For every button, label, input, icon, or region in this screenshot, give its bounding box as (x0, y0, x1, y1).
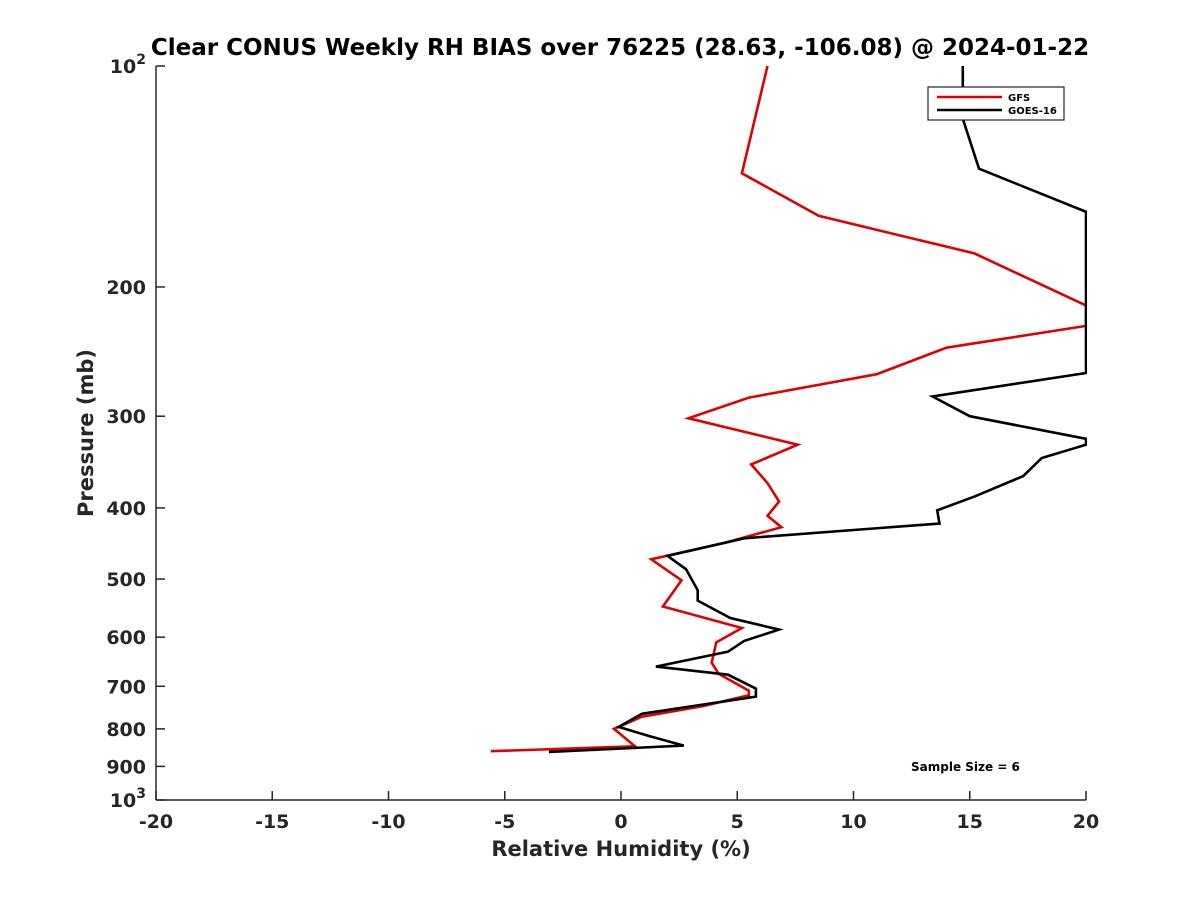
y-tick-label: 900 (106, 756, 146, 778)
legend-label-gfs: GFS (1008, 93, 1030, 104)
y-tick-label: 200 (106, 277, 146, 299)
x-axis-label: Relative Humidity (%) (491, 837, 750, 861)
x-tick-layer: -20 -15 -10 -5 0 5 10 15 20 (139, 791, 1099, 833)
x-tick-label: -20 (139, 811, 173, 833)
x-tick-label: 20 (1073, 811, 1099, 833)
legend: GFS GOES-16 (927, 86, 1065, 121)
x-tick-label: 0 (614, 811, 627, 833)
x-tick-label: -15 (255, 811, 289, 833)
y-tick-label: 800 (106, 719, 146, 741)
y-tick-label: 700 (106, 676, 146, 698)
y-axis-label: Pressure (mb) (74, 349, 98, 517)
y-tick-label: 300 (106, 406, 146, 428)
legend-label-goes16: GOES-16 (1008, 106, 1057, 117)
sample-size-annotation: Sample Size = 6 (911, 760, 1020, 774)
x-tick-label: 10 (840, 811, 866, 833)
y-tick-label: 102 (110, 52, 146, 78)
chart-title: Clear CONUS Weekly RH BIAS over 76225 (2… (151, 35, 1089, 61)
series-line-goes16 (548, 66, 1087, 754)
y-tick-label: 103 (110, 786, 146, 812)
y-tick-label: 600 (106, 627, 146, 649)
x-tick-label: 5 (731, 811, 744, 833)
legend-box (927, 86, 1065, 121)
plot-area (156, 66, 1086, 800)
series-layer (490, 65, 1087, 754)
x-tick-label: 15 (957, 811, 983, 833)
y-tick-label: 500 (106, 569, 146, 591)
x-tick-label: -10 (371, 811, 405, 833)
y-tick-label: 400 (106, 498, 146, 520)
y-tick-layer: 102 200 300 400 500 600 700 800 900 103 (106, 52, 165, 812)
x-tick-label: -5 (494, 811, 515, 833)
